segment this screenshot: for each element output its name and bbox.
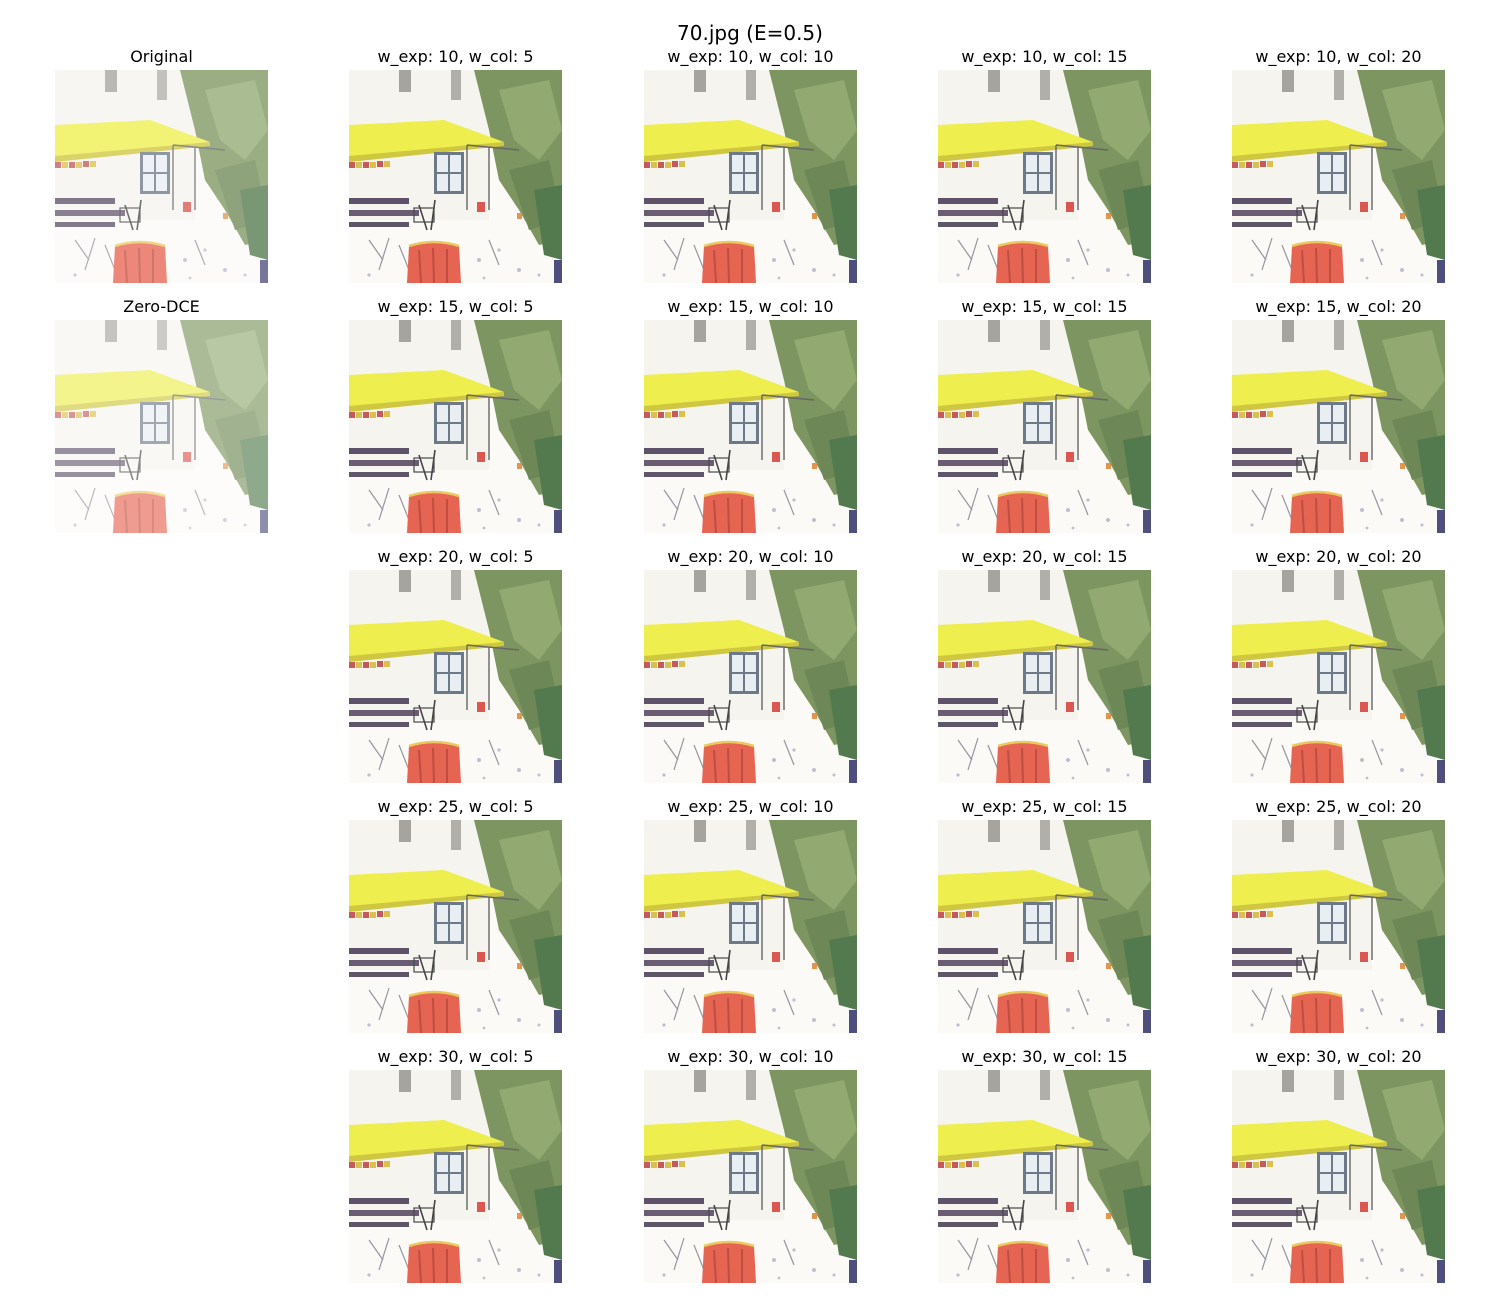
- panel-title: w_exp: 30, w_col: 5: [377, 1047, 534, 1066]
- panel-title: w_exp: 10, w_col: 15: [961, 47, 1128, 66]
- panel-title: w_exp: 25, w_col: 20: [1255, 797, 1422, 816]
- photo-thumbnail: [938, 320, 1151, 533]
- panel-title: w_exp: 10, w_col: 5: [377, 47, 534, 66]
- photo-thumbnail: [1232, 320, 1445, 533]
- photo-thumbnail: [938, 70, 1151, 283]
- panel-title: w_exp: 10, w_col: 20: [1255, 47, 1422, 66]
- panel-title: w_exp: 15, w_col: 20: [1255, 297, 1422, 316]
- panel-title: Original: [130, 47, 193, 66]
- photo-thumbnail: [1232, 70, 1445, 283]
- photo-thumbnail: [349, 320, 562, 533]
- photo-thumbnail: [349, 1070, 562, 1283]
- photo-thumbnail: [1232, 1070, 1445, 1283]
- panel-title: Zero-DCE: [123, 297, 200, 316]
- panel-title: w_exp: 15, w_col: 10: [667, 297, 834, 316]
- panel-title: w_exp: 30, w_col: 15: [961, 1047, 1128, 1066]
- photo-thumbnail: [644, 820, 857, 1033]
- photo-thumbnail: [644, 1070, 857, 1283]
- photo-thumbnail: [938, 1070, 1151, 1283]
- photo-thumbnail: [55, 70, 268, 283]
- panel-title: w_exp: 25, w_col: 5: [377, 797, 534, 816]
- figure-title: 70.jpg (E=0.5): [677, 21, 823, 45]
- photo-thumbnail: [644, 320, 857, 533]
- photo-thumbnail: [644, 570, 857, 783]
- photo-thumbnail: [1232, 570, 1445, 783]
- panel-title: w_exp: 25, w_col: 15: [961, 797, 1128, 816]
- photo-thumbnail: [938, 820, 1151, 1033]
- photo-thumbnail: [349, 820, 562, 1033]
- photo-thumbnail: [349, 570, 562, 783]
- panel-title: w_exp: 15, w_col: 15: [961, 297, 1128, 316]
- panel-title: w_exp: 25, w_col: 10: [667, 797, 834, 816]
- photo-thumbnail: [349, 70, 562, 283]
- panel-title: w_exp: 20, w_col: 20: [1255, 547, 1422, 566]
- panel-title: w_exp: 20, w_col: 5: [377, 547, 534, 566]
- photo-thumbnail: [644, 70, 857, 283]
- panel-title: w_exp: 20, w_col: 10: [667, 547, 834, 566]
- panel-title: w_exp: 20, w_col: 15: [961, 547, 1128, 566]
- panel-title: w_exp: 10, w_col: 10: [667, 47, 834, 66]
- photo-thumbnail: [55, 320, 268, 533]
- panel-title: w_exp: 15, w_col: 5: [377, 297, 534, 316]
- panel-title: w_exp: 30, w_col: 10: [667, 1047, 834, 1066]
- photo-thumbnail: [938, 570, 1151, 783]
- panel-title: w_exp: 30, w_col: 20: [1255, 1047, 1422, 1066]
- photo-thumbnail: [1232, 820, 1445, 1033]
